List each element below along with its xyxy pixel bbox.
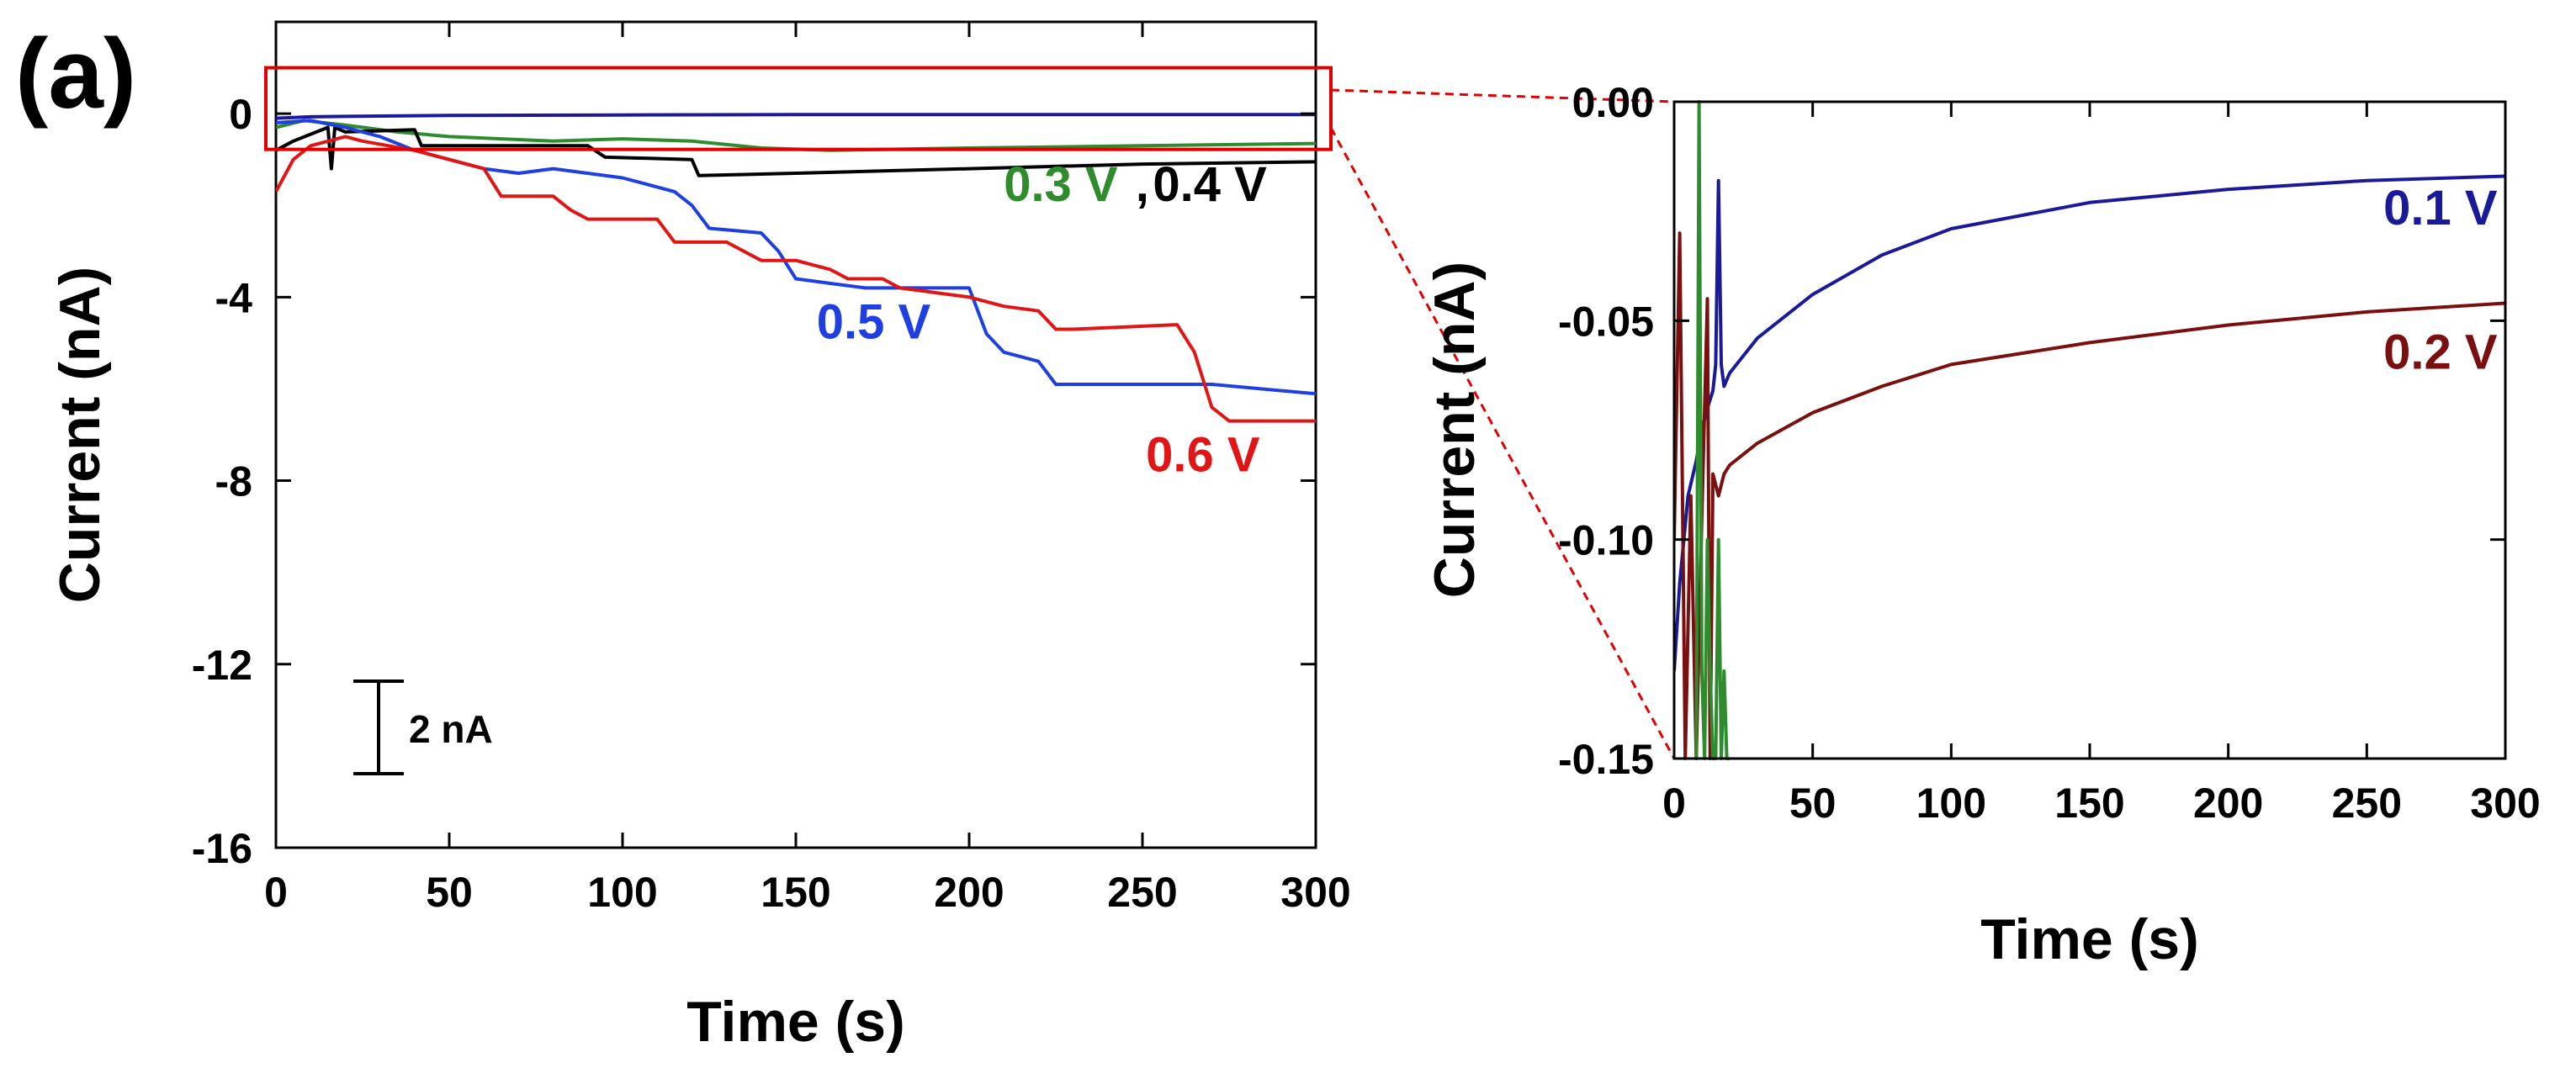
inset-x-tick-label: 100 bbox=[1916, 780, 1986, 827]
inset-ticks-group: 0 50 100 150 200 250 300 0.00 -0.05 -0.10 -0.15 bbox=[1558, 79, 2541, 827]
zoom-connector-bottom bbox=[1329, 127, 1676, 759]
panel-label: (a) bbox=[15, 19, 136, 130]
main-x-tick-label: 0 bbox=[264, 869, 288, 916]
inset-series-group bbox=[1674, 100, 2505, 760]
main-series-annotation: 0.6 V bbox=[1146, 428, 1260, 483]
inset-x-axis-label: Time (s) bbox=[1980, 907, 2198, 971]
inset-series-annotation: 0.2 V bbox=[2383, 325, 2498, 380]
main-y-tick-label: 0 bbox=[229, 91, 252, 138]
scale-bar: 2 nA bbox=[353, 679, 493, 775]
inset-annotations-group: 0.1 V 0.2 V bbox=[2383, 181, 2498, 380]
main-ticks-group: 0 50 100 150 200 250 300 0 -4 -8 -12 -16 bbox=[192, 22, 1351, 916]
inset-series-line-0_2V bbox=[1674, 231, 2505, 760]
inset-chart: 0 50 100 150 200 250 300 0.00 -0.05 -0.10 -0.15 0.… bbox=[1423, 79, 2541, 971]
main-y-axis-label: Current (nA) bbox=[48, 267, 112, 603]
inset-x-tick-label: 200 bbox=[2193, 780, 2263, 827]
inset-x-tick-label: 150 bbox=[2054, 780, 2124, 827]
zoom-connector-top bbox=[1330, 88, 1675, 103]
main-x-tick-label: 200 bbox=[934, 869, 1004, 916]
main-series-annotation: 0.4 V bbox=[1153, 157, 1267, 212]
inset-y-tick-label: -0.05 bbox=[1558, 298, 1654, 345]
inset-x-tick-label: 300 bbox=[2470, 780, 2540, 827]
inset-series-annotation: 0.1 V bbox=[2383, 181, 2498, 235]
inset-y-tick-label: -0.15 bbox=[1558, 736, 1654, 783]
inset-plot-frame bbox=[1672, 100, 2507, 760]
inset-y-tick-label: -0.10 bbox=[1558, 517, 1654, 564]
inset-x-tick-label: 250 bbox=[2332, 780, 2402, 827]
main-chart: 0 50 100 150 200 250 300 0 -4 -8 -12 -16 0.3 V, 0.4 … bbox=[48, 20, 1351, 1054]
main-y-tick-label: -16 bbox=[192, 825, 252, 872]
main-series-annotation: 0.5 V bbox=[817, 294, 931, 349]
main-annotations-group: 0.3 V, 0.4 V 0.5 V 0.6 V bbox=[817, 157, 1267, 483]
inset-x-tick-label: 0 bbox=[1662, 780, 1686, 827]
main-x-tick-label: 250 bbox=[1107, 869, 1177, 916]
main-y-tick-label: -12 bbox=[192, 642, 252, 689]
main-x-axis-label: Time (s) bbox=[686, 990, 904, 1054]
main-series-annotation: 0.3 V bbox=[1004, 157, 1118, 212]
main-x-tick-label: 150 bbox=[761, 869, 830, 916]
inset-y-tick-label: 0.00 bbox=[1572, 79, 1654, 126]
main-series-annotation: , bbox=[1136, 157, 1149, 212]
main-x-tick-label: 300 bbox=[1280, 869, 1350, 916]
zoom-box bbox=[264, 66, 1333, 151]
inset-y-axis-label: Current (nA) bbox=[1423, 262, 1487, 598]
inset-x-tick-label: 50 bbox=[1789, 780, 1837, 827]
inset-series-line-0_1V bbox=[1674, 174, 2505, 672]
main-x-tick-label: 100 bbox=[587, 869, 657, 916]
main-y-tick-label: -4 bbox=[215, 274, 253, 321]
main-y-tick-label: -8 bbox=[215, 458, 252, 505]
scale-bar-label: 2 nA bbox=[409, 707, 493, 751]
inset-series-line-0_3V bbox=[1694, 100, 1730, 760]
main-x-tick-label: 50 bbox=[426, 869, 473, 916]
main-series-line-0_1V bbox=[276, 113, 1316, 120]
